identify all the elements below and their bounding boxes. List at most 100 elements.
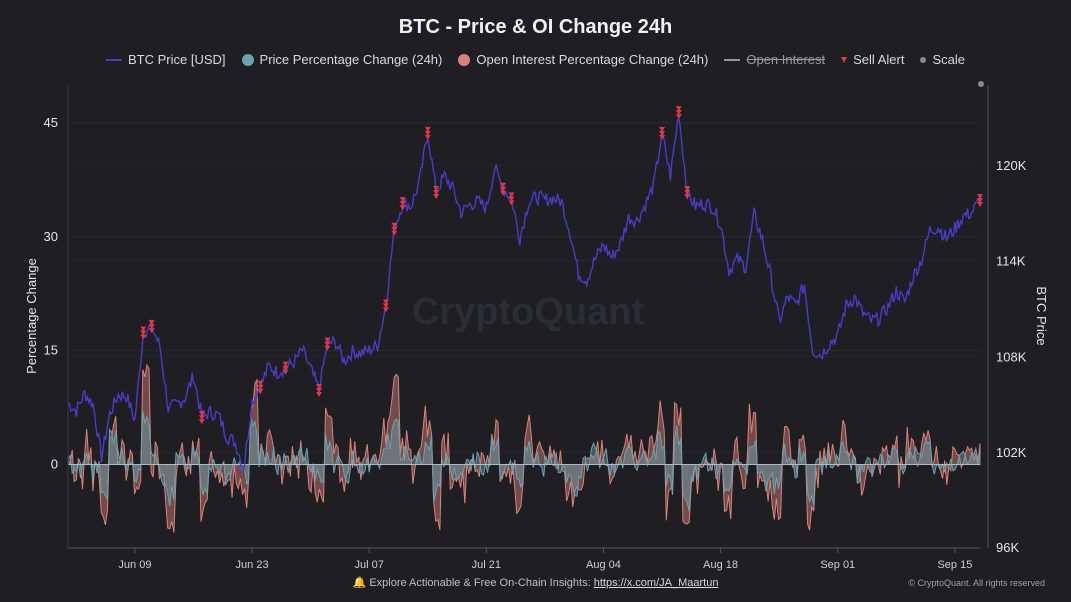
chart-title: BTC - Price & OI Change 24h [398, 16, 673, 38]
sell-alert-marker [282, 361, 289, 367]
sell-alert-marker [659, 134, 666, 140]
x-tick-label: Sep 15 [937, 559, 972, 571]
x-tick-label: Jun 09 [118, 559, 151, 571]
sell-alert-marker [500, 190, 507, 196]
sell-alert-marker [316, 391, 323, 397]
sell-alert-marker [198, 415, 205, 421]
sell-alert-marker [399, 197, 406, 203]
sell-alert-marker [324, 337, 331, 343]
y-left-tick-label: 15 [44, 343, 58, 358]
legend-item-oi-change[interactable]: Open Interest Percentage Change (24h) [458, 52, 708, 67]
sell-alert-marker [257, 388, 264, 394]
y-right-tick-label: 102K [996, 445, 1027, 460]
sell-alert-marker [391, 222, 398, 228]
y-right-tick-label: 114K [996, 254, 1026, 269]
scale-handle[interactable] [978, 81, 984, 87]
legend-item-scale[interactable]: Scale [920, 52, 965, 67]
legend-dot-icon [241, 53, 254, 66]
x-tick-label: Jul 21 [472, 559, 501, 571]
sell-alert-marker [391, 226, 398, 232]
sell-alert-marker [659, 130, 666, 136]
legend-item-btc-price[interactable]: BTC Price [USD] [106, 52, 226, 67]
sell-alert-marker [148, 324, 155, 330]
sell-alert-marker [424, 130, 431, 136]
x-tick-label: Sep 01 [820, 559, 855, 571]
x-tick-label: Jun 23 [236, 559, 269, 571]
oi-change-area [67, 363, 981, 533]
sell-alert-marker [148, 328, 155, 334]
sell-alert-marker [382, 303, 389, 309]
sell-alert-marker [316, 387, 323, 393]
copyright: © CryptoQuant. All rights reserved [908, 578, 1045, 588]
sell-alert-marker [977, 193, 983, 199]
y-left-tick-label: 45 [44, 115, 58, 130]
sell-alert-marker [433, 185, 440, 191]
sell-alert-marker [424, 126, 431, 132]
sell-alert-marker [198, 419, 205, 425]
sell-alert-marker [198, 411, 205, 417]
sell-alert-marker [324, 341, 331, 347]
sell-alert-marker [977, 201, 983, 207]
sell-alert-marker [977, 197, 983, 203]
y-left-tick-label: 30 [44, 229, 58, 244]
x-tick-label: Aug 04 [586, 559, 621, 571]
legend-item-sell-alert[interactable]: Sell Alert [841, 52, 904, 67]
legend-line-icon [724, 58, 741, 61]
sell-alert-marker [282, 369, 289, 375]
sell-alert-marker [508, 200, 515, 206]
sell-alert-marker [399, 205, 406, 211]
sell-alert-marker [675, 106, 682, 112]
sell-alert-marker [140, 334, 147, 340]
footer-link[interactable]: https://x.com/JA_Maartun [593, 577, 719, 589]
legend-line-icon [106, 58, 123, 61]
sell-alert-marker [257, 380, 264, 386]
sell-alert-marker [500, 182, 507, 188]
sell-alert-marker [684, 189, 691, 195]
footer: 🔔 Explore Actionable & Free On-Chain Ins… [0, 576, 1071, 589]
sell-alert-marker [382, 299, 389, 305]
btc-price-line [67, 115, 981, 473]
y-right-tick-label: 120K [996, 158, 1027, 173]
axes: Percentage Change BTC Price 96K 0 15 30 45 1… [24, 85, 1049, 571]
legend-item-price-change[interactable]: Price Percentage Change (24h) [241, 52, 442, 67]
sell-alert-marker [508, 192, 515, 198]
sell-alert-marker [684, 185, 691, 191]
sell-alert-marker [659, 126, 666, 132]
sell-alert-marker [324, 345, 331, 351]
x-tick-label: Aug 18 [703, 559, 738, 571]
sell-alert-marker [148, 320, 155, 326]
sell-alert-marker [433, 189, 440, 195]
legend-dot-icon [458, 53, 471, 66]
sell-alert-marker [140, 330, 147, 336]
sell-alert-marker [433, 193, 440, 199]
sell-alert-marker [140, 326, 147, 332]
price-change-area [67, 411, 981, 512]
oscillator-series [67, 363, 981, 533]
y-left-label: Percentage Change [24, 258, 39, 374]
sell-alert-marker [391, 230, 398, 236]
legend: BTC Price [USD] Price Percentage Change … [0, 52, 1071, 67]
sell-alert-marker [675, 114, 682, 120]
price-series [67, 115, 981, 473]
x-tick-label: Jul 07 [355, 559, 384, 571]
y-right-label: BTC Price [1034, 286, 1049, 345]
y-right-bottom-label: 96K [996, 540, 1019, 555]
bell-icon: 🔔 [352, 577, 367, 589]
sell-alert-marker [382, 307, 389, 313]
sell-alert-marker [684, 193, 691, 199]
sell-alert-marker [316, 383, 323, 389]
triangle-icon [841, 56, 848, 63]
small-dot-icon [920, 56, 927, 63]
legend-item-open-interest[interactable]: Open Interest [724, 52, 825, 67]
y-right-tick-label: 108K [996, 349, 1027, 364]
footer-text: Explore Actionable & Free On-Chain Insig… [369, 577, 594, 589]
sell-alerts [140, 106, 983, 425]
sell-alert-marker [257, 384, 264, 390]
sell-alert-marker [508, 196, 515, 202]
sell-alert-marker [675, 110, 682, 116]
sell-alert-marker [500, 186, 507, 192]
sell-alert-marker [282, 365, 289, 371]
sell-alert-marker [399, 201, 406, 207]
